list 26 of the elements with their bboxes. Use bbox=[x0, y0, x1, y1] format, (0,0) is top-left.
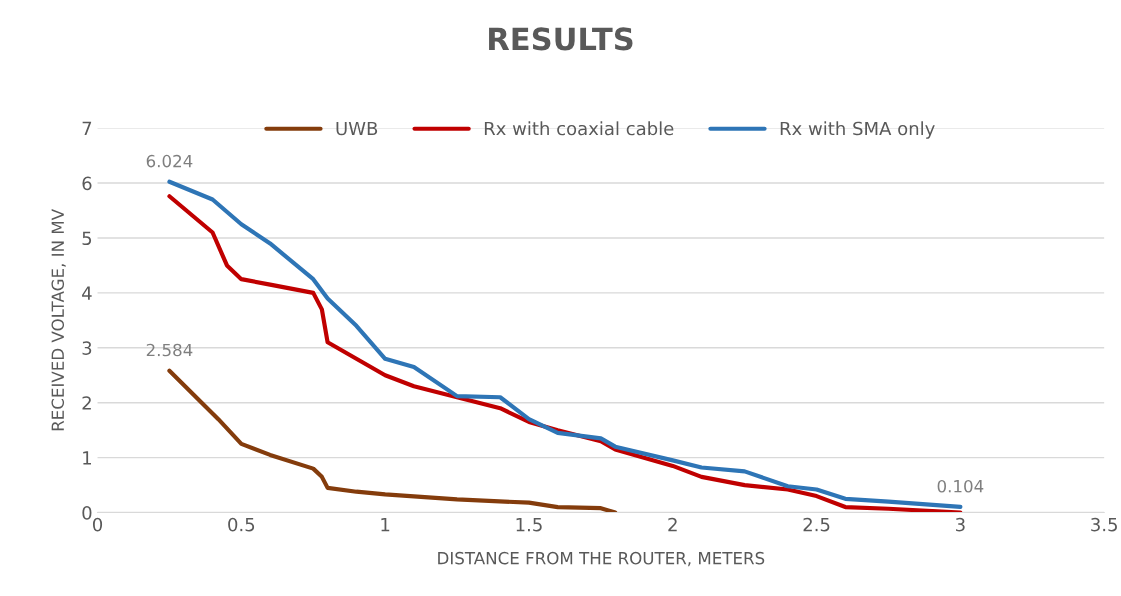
y-tick-label: 0 bbox=[82, 506, 92, 520]
x-tick-label: 1 bbox=[381, 517, 390, 532]
data-label: 2.584 bbox=[146, 343, 193, 357]
legend-label: UWB bbox=[336, 121, 378, 136]
x-tick-label: 0.5 bbox=[228, 517, 255, 532]
y-tick-label: 4 bbox=[82, 286, 92, 300]
y-tick-label: 5 bbox=[82, 231, 92, 246]
y-tick-label: 1 bbox=[83, 451, 91, 465]
y-tick-label: 7 bbox=[82, 121, 92, 135]
line-series bbox=[167, 368, 618, 513]
x-tick-label: 1.5 bbox=[516, 517, 542, 532]
x-tick-label: 0 bbox=[92, 517, 103, 532]
data-label: 0.104 bbox=[937, 479, 984, 493]
legend-label: Rx with SMA only bbox=[780, 121, 935, 139]
y-tick-label: 3 bbox=[82, 341, 92, 355]
x-tick-label: 2.5 bbox=[803, 517, 830, 532]
chart-title: RESULTS bbox=[489, 27, 633, 51]
x-tick-label: 2 bbox=[668, 517, 677, 532]
x-tick-label: 3 bbox=[956, 517, 965, 532]
y-tick-label: 2 bbox=[82, 396, 91, 410]
x-axis-title: DISTANCE FROM THE ROUTER, METERS bbox=[438, 551, 765, 567]
x-tick-label: 3.5 bbox=[1091, 517, 1117, 532]
y-axis-title: RECEIVED VOLTAGE, IN MV bbox=[51, 209, 66, 431]
data-label: 6.024 bbox=[146, 154, 193, 168]
legend-label: Rx with coaxial cable bbox=[484, 121, 674, 136]
y-tick-label: 6 bbox=[82, 176, 92, 191]
